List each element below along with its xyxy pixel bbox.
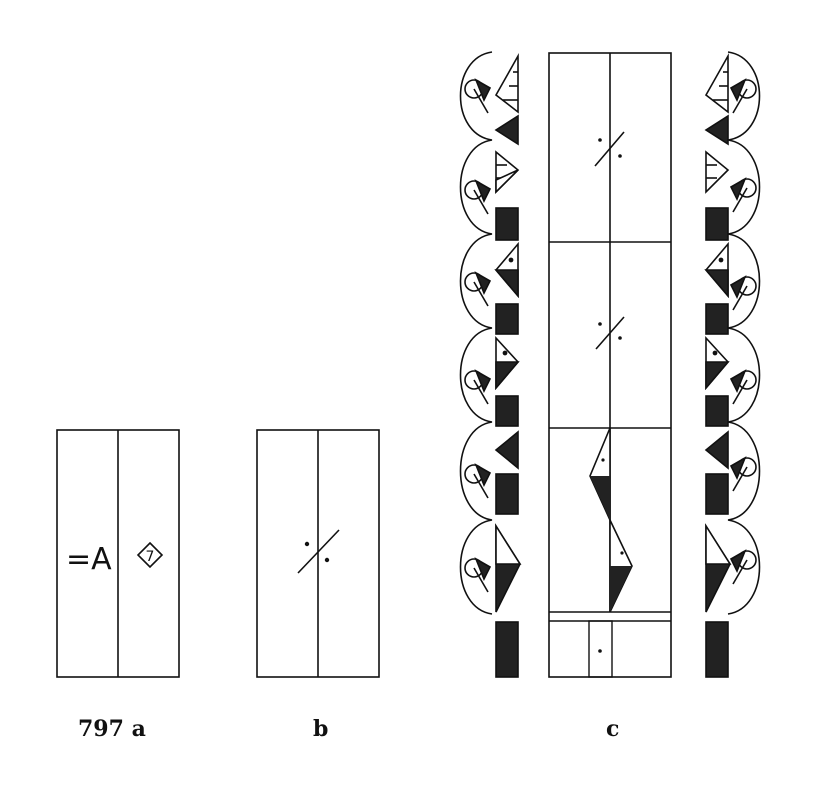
left-black-triangle-1 [494, 114, 519, 146]
left-dot-triangle-2 [495, 335, 520, 391]
staff-c [548, 52, 672, 678]
left-pin-sign-4 [464, 369, 492, 405]
left-pin-sign-6 [464, 557, 492, 593]
right-body-signs [704, 52, 732, 678]
right-bracket-column [727, 51, 761, 615]
right-dot-triangle-2 [705, 335, 730, 391]
right-black-block-4 [705, 473, 729, 515]
right-pin-sign-1 [729, 78, 757, 114]
right-large-triangle [705, 523, 732, 613]
right-end-block [705, 621, 729, 678]
left-black-block-4 [495, 473, 519, 515]
left-black-block-1 [495, 207, 519, 241]
staff-c-start-dot [598, 649, 602, 653]
staff-a-equal-a-label: =A [66, 542, 112, 577]
left-black-block-2 [495, 303, 519, 335]
staff-c-slash-sign-2 [595, 316, 625, 350]
left-hand-signs [464, 78, 492, 593]
left-black-block-3 [495, 395, 519, 427]
right-pin-sign-4 [729, 369, 757, 405]
right-pin-sign-6 [729, 549, 757, 585]
staff-b-slash-sign [297, 529, 340, 574]
right-pin-sign-3 [729, 275, 757, 311]
left-hatched-triangle-1 [494, 52, 519, 114]
left-dot-triangle-1 [494, 241, 519, 299]
staff-c-start-box [588, 620, 613, 678]
left-pin-sign-2 [464, 179, 492, 215]
diamond-seven-sign: 7 [136, 541, 164, 569]
staff-c-direction-sign-right [609, 519, 633, 613]
caption-a: 797 a [78, 716, 146, 742]
staff-b [256, 429, 380, 678]
right-black-triangle-2 [704, 430, 729, 470]
left-large-triangle [495, 523, 522, 613]
right-black-block-3 [705, 395, 729, 427]
staff-a: =A 7 [56, 429, 180, 678]
left-pin-sign-1 [464, 78, 492, 114]
caption-b: b [313, 716, 329, 742]
right-black-block-2 [705, 303, 729, 335]
staff-c-direction-sign-left [589, 427, 611, 521]
left-body-signs [494, 52, 522, 678]
right-pin-sign-5 [729, 456, 757, 492]
right-black-triangle-1 [704, 114, 729, 146]
left-bracket-column [459, 51, 493, 615]
right-pin-sign-2 [729, 177, 757, 213]
right-hand-signs [729, 78, 757, 585]
right-black-block-1 [705, 207, 729, 241]
staff-c-slash-sign-1 [594, 131, 625, 167]
left-black-triangle-2 [494, 430, 519, 470]
right-dot-triangle-1 [704, 241, 729, 299]
right-scallop-arcs [727, 51, 761, 615]
left-scallop-arcs [459, 51, 493, 615]
left-pin-sign-3 [464, 271, 492, 307]
caption-c: c [606, 716, 620, 742]
diamond-sign-digit: 7 [146, 549, 155, 565]
right-hatched-triangle-1 [704, 52, 729, 114]
left-hatched-triangle-2 [495, 150, 520, 194]
left-pin-sign-5 [464, 463, 492, 499]
left-end-block [495, 621, 519, 678]
right-hatched-triangle-2 [705, 150, 730, 194]
